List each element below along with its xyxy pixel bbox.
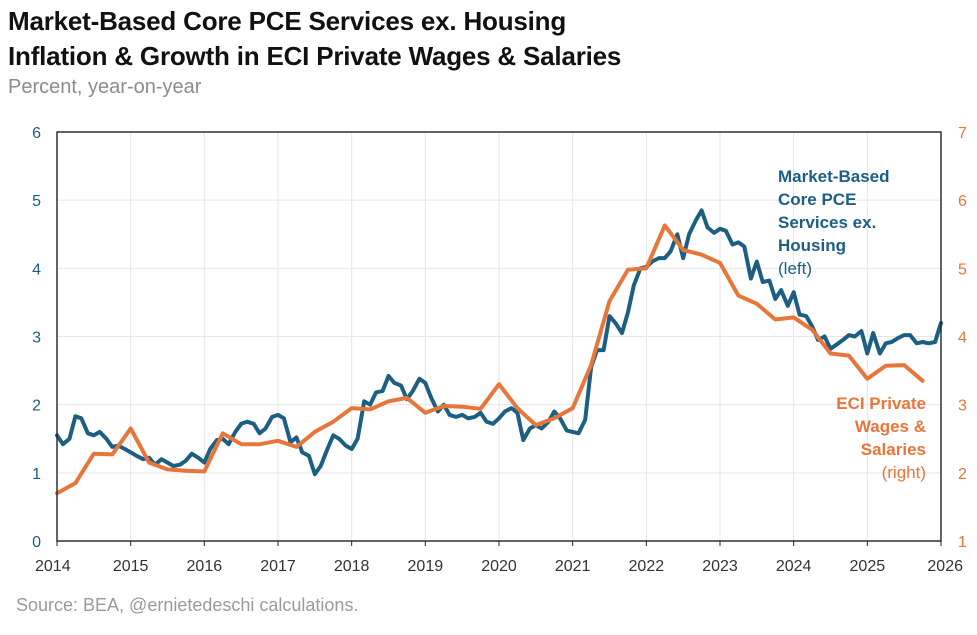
- x-axis-tick-label: 2018: [334, 558, 370, 575]
- right-axis-tick-label: 1: [958, 534, 967, 551]
- right-axis-tick-label: 6: [958, 193, 967, 210]
- chart-title-line-2: Inflation & Growth in ECI Private Wages …: [8, 41, 622, 71]
- eci-label-line: Salaries: [861, 440, 926, 459]
- pce-label-line: Core PCE: [778, 190, 856, 209]
- pce-label-line: Housing: [778, 236, 846, 255]
- right-axis-tick-label: 2: [958, 466, 967, 483]
- x-axis-tick-labels: 2014 2015 2016 2017 2018 2019 2020 2021 2022 2023…: [35, 541, 963, 575]
- eci-label-note: (right): [882, 463, 926, 482]
- left-axis-tick-label: 0: [32, 534, 41, 551]
- right-axis-tick-label: 3: [958, 398, 967, 415]
- x-axis-tick-label: 2015: [113, 558, 149, 575]
- right-axis-tick-labels: 1 2 3 4 5 6 7: [958, 125, 967, 551]
- x-axis-tick-label: 2020: [481, 558, 517, 575]
- left-axis-tick-labels: 0 1 2 3 4 5 6: [32, 125, 41, 551]
- source-note: Source: BEA, @ernietedeschi calculations…: [16, 595, 359, 615]
- left-axis-tick-label: 2: [32, 398, 41, 415]
- x-axis-tick-label: 2023: [702, 558, 738, 575]
- pce-series-label: Market-Based Core PCE Services ex. Housi…: [778, 167, 890, 278]
- chart-title: Market-Based Core PCE Services ex. Housi…: [8, 4, 621, 74]
- pce-series-line: [55, 208, 943, 477]
- x-axis-tick-label: 2014: [35, 558, 71, 575]
- x-axis-tick-label: 2024: [776, 558, 812, 575]
- eci-label-line: Wages &: [855, 417, 926, 436]
- gridlines: [57, 132, 941, 541]
- x-axis-tick-label: 2017: [260, 558, 296, 575]
- right-axis-tick-label: 5: [958, 261, 967, 278]
- series-lines: [55, 208, 943, 496]
- right-axis-tick-label: 7: [958, 125, 967, 142]
- x-axis-tick-label: 2019: [408, 558, 444, 575]
- pce-label-line: Services ex.: [778, 213, 876, 232]
- pce-label-note: (left): [778, 259, 812, 278]
- left-axis-tick-label: 1: [32, 466, 41, 483]
- pce-label-line: Market-Based: [778, 167, 890, 186]
- x-axis-tick-label: 2026: [927, 558, 963, 575]
- right-axis-tick-label: 4: [958, 330, 967, 347]
- x-axis-tick-label: 2021: [555, 558, 591, 575]
- eci-series-line: [55, 223, 925, 496]
- eci-label-line: ECI Private: [836, 394, 926, 413]
- left-axis-tick-label: 3: [32, 330, 41, 347]
- left-axis-tick-label: 4: [32, 261, 41, 278]
- left-axis-tick-label: 5: [32, 193, 41, 210]
- chart-subtitle: Percent, year-on-year: [8, 76, 202, 98]
- chart-title-line-1: Market-Based Core PCE Services ex. Housi…: [8, 6, 567, 36]
- x-axis-tick-label: 2016: [187, 558, 223, 575]
- plot-frame: [56, 131, 942, 542]
- left-axis-tick-label: 6: [32, 125, 41, 142]
- x-axis-tick-label: 2025: [850, 558, 886, 575]
- eci-series-label: ECI Private Wages & Salaries (right): [836, 394, 926, 482]
- x-axis-tick-label: 2022: [629, 558, 665, 575]
